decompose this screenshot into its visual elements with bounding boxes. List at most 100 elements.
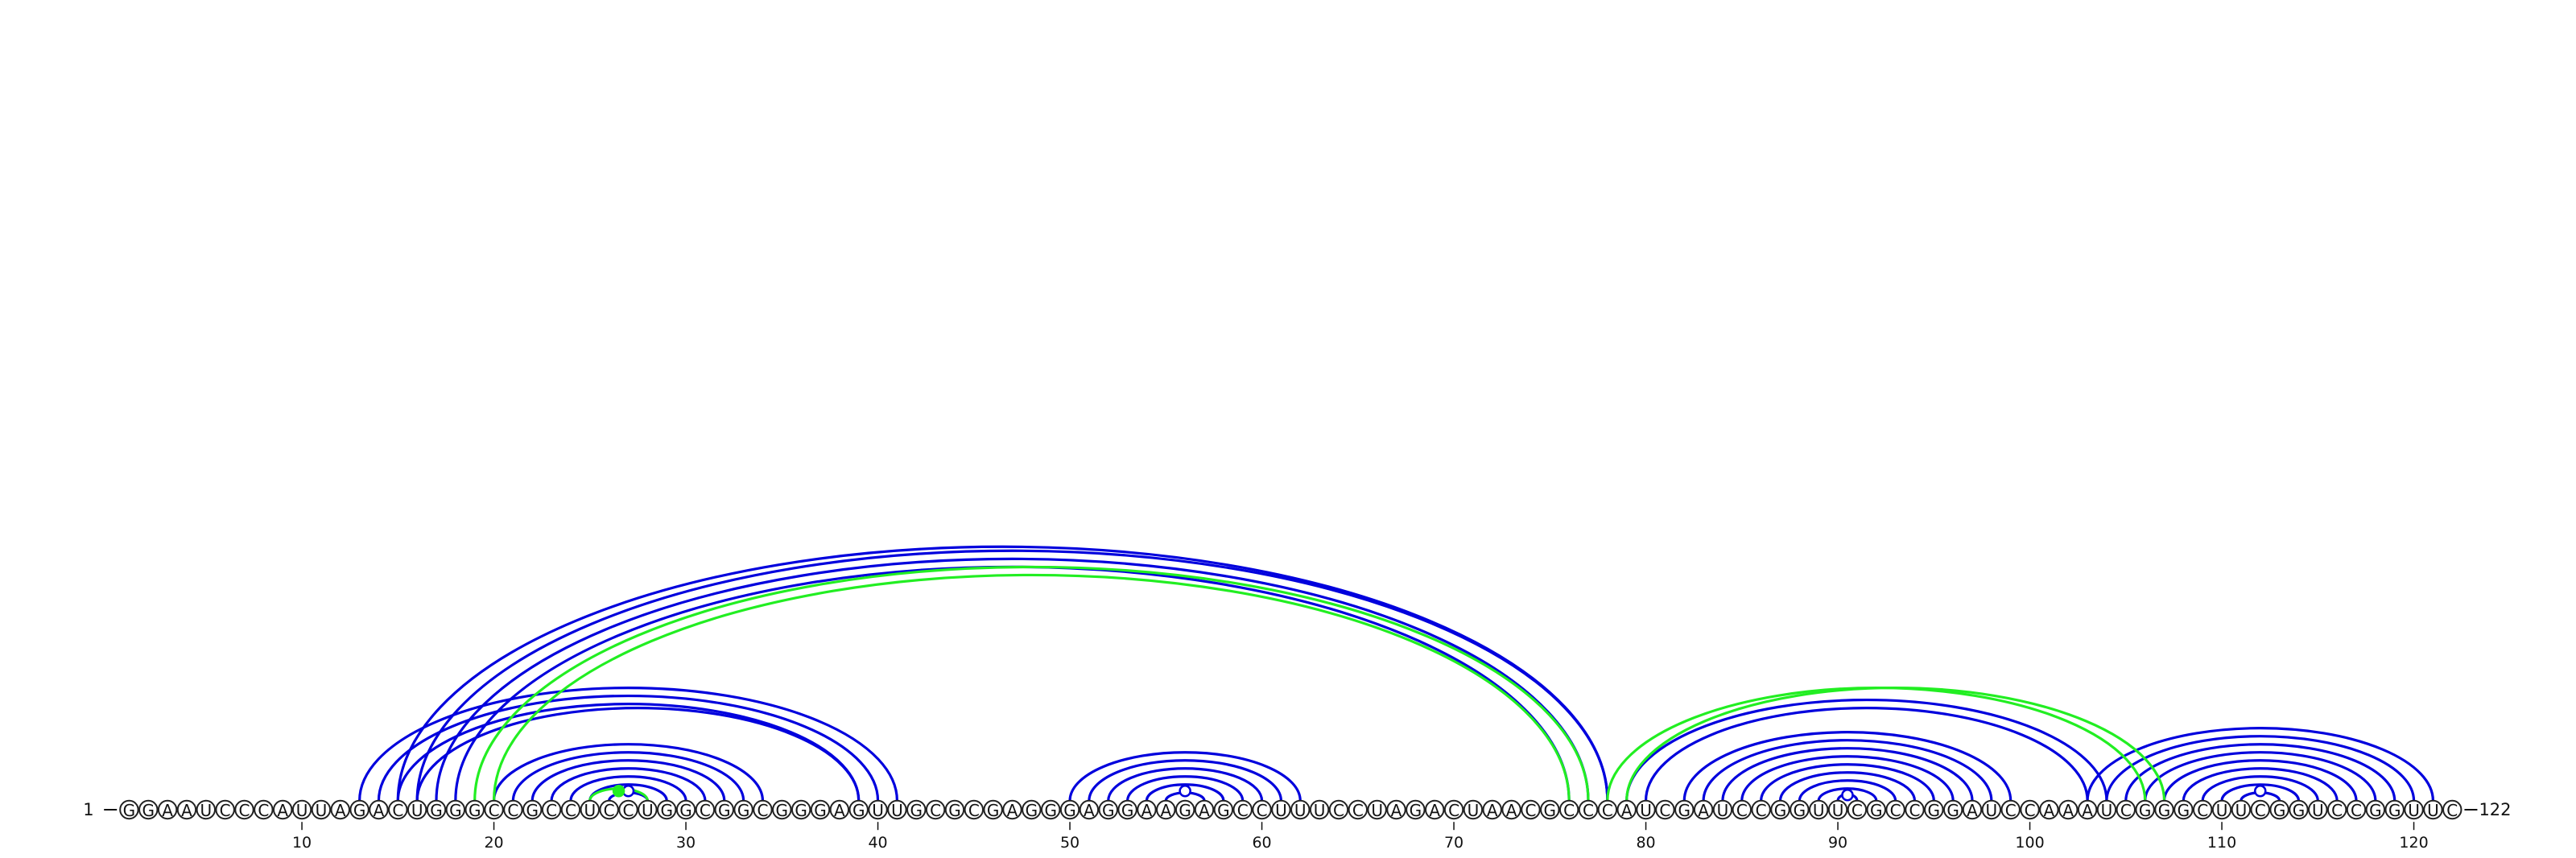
nucleotide-circle	[1905, 799, 1925, 820]
nucleotide-circle	[484, 799, 504, 820]
nucleotide-letter: G	[1410, 801, 1422, 820]
nucleotide-circle	[1521, 799, 1541, 820]
nucleotide-circle	[2289, 799, 2309, 820]
nucleotide-74: C	[1521, 799, 1541, 820]
nucleotide-letter: C	[489, 801, 500, 820]
nucleotide-letter: G	[1044, 801, 1057, 820]
nucleotide-57: A	[1194, 799, 1215, 820]
nucleotide-circle	[1232, 799, 1253, 820]
blue-pair-arc-84-97	[1721, 747, 1974, 801]
nucleotide-circle	[2423, 799, 2443, 820]
nucleotide-letter: G	[123, 801, 136, 820]
nucleotide-64: C	[1328, 799, 1349, 820]
nucleotide-circle	[1866, 799, 1886, 820]
nucleotide-circle	[1674, 799, 1695, 820]
nucleotide-118: G	[2365, 799, 2386, 820]
nucleotide-53: G	[1117, 799, 1137, 820]
nucleotide-1: G	[119, 799, 139, 820]
nucleotide-66: U	[1367, 799, 1387, 820]
nucleotide-58: G	[1213, 799, 1234, 820]
nucleotide-letter: U	[1717, 801, 1729, 820]
nucleotide-letter: G	[353, 801, 366, 820]
nucleotide-circle	[2269, 799, 2289, 820]
nucleotide-68: G	[1406, 799, 1426, 820]
nucleotide-16: U	[407, 799, 427, 820]
nucleotide-letter: U	[1986, 801, 1998, 820]
nucleotide-letter: G	[1102, 801, 1115, 820]
backbone: 1 122	[83, 800, 2511, 819]
nucleotide-letter: G	[2273, 801, 2286, 820]
nucleotide-letter: C	[258, 801, 269, 820]
blue-pair-arc-104-120	[2105, 735, 2416, 801]
nucleotide-letter: G	[679, 801, 692, 820]
nucleotide-letter: G	[795, 801, 807, 820]
nucleotide-44: G	[944, 799, 965, 820]
nucleotide-letter: C	[1352, 801, 1364, 820]
nucleotide-circle	[503, 799, 523, 820]
nucleotide-circle	[1079, 799, 1100, 820]
nucleotide-circle	[2116, 799, 2136, 820]
nucleotide-65: C	[1348, 799, 1368, 820]
nucleotide-letter: C	[604, 801, 615, 820]
nucleotide-2: G	[138, 799, 159, 820]
nucleotide-letter: A	[834, 801, 845, 820]
nucleotide-85: C	[1732, 799, 1752, 820]
nucleotide-circle	[829, 799, 850, 820]
nucleotide-34: C	[753, 799, 773, 820]
nucleotide-56: G	[1174, 799, 1195, 820]
nucleotide-letter: C	[623, 801, 634, 820]
nucleotide-letter: U	[296, 801, 308, 820]
nucleotide-letter: C	[2005, 801, 2017, 820]
nucleotide-circle	[1425, 799, 1445, 820]
nucleotide-circle	[215, 799, 235, 820]
blue-pair-arc-15-78	[396, 545, 1609, 801]
nucleotide-33: G	[733, 799, 753, 820]
tick-label-40: 40	[868, 834, 887, 852]
nucleotide-116: C	[2326, 799, 2347, 820]
nucleotide-letter: G	[2369, 801, 2382, 820]
blue-pair-arc-88-93	[1798, 779, 1897, 801]
nucleotide-121: U	[2423, 799, 2443, 820]
nucleotide-letter: C	[2197, 801, 2208, 820]
nucleotide-43: C	[925, 799, 946, 820]
nucleotide-circle	[273, 799, 293, 820]
blue-pair-arc-105-119	[2124, 743, 2396, 801]
position-ticks: 10 20 30 40 50 60 70 80 90 100 110 120	[292, 822, 2429, 852]
nucleotide-76: C	[1558, 799, 1579, 820]
nucleotide-4: A	[176, 799, 197, 820]
nucleotide-circle	[944, 799, 965, 820]
nucleotide-letter: A	[335, 801, 346, 820]
blue-pair-arc-52-60	[1107, 767, 1264, 801]
nucleotide-letter: G	[430, 801, 443, 820]
nucleotide-circle	[1540, 799, 1560, 820]
nucleotide-89: U	[1809, 799, 1829, 820]
nucleotide-circle	[1981, 799, 2002, 820]
nucleotide-17: G	[426, 799, 447, 820]
nucleotide-letter: U	[642, 801, 654, 820]
blue-pair-arc-87-94	[1778, 771, 1917, 801]
nucleotide-circle	[1002, 799, 1022, 820]
nucleotide-21: C	[503, 799, 523, 820]
nucleotide-circle	[388, 799, 408, 820]
blue-pair-arc-17-77	[435, 557, 1590, 801]
blue-pair-arc-89-92	[1817, 787, 1878, 802]
nucleotide-104: U	[2096, 799, 2117, 820]
nucleotide-39: G	[848, 799, 869, 820]
nucleotide-letter: A	[1160, 801, 1171, 820]
nucleotide-37: G	[810, 799, 831, 820]
nucleotide-letter: G	[718, 801, 731, 820]
nucleotide-circle	[1271, 799, 1291, 820]
nucleotide-81: C	[1655, 799, 1675, 820]
nucleotide-circle	[2193, 799, 2213, 820]
nucleotide-72: A	[1482, 799, 1502, 820]
nucleotide-98: U	[1981, 799, 2002, 820]
nucleotide-letter: A	[1698, 801, 1709, 820]
nucleotide-circle	[464, 799, 485, 820]
nucleotide-letter: C	[1583, 801, 1594, 820]
nucleotide-circle	[925, 799, 946, 820]
nucleotide-circle	[1041, 799, 1061, 820]
blue-pair-arc-53-59	[1126, 775, 1245, 801]
nucleotide-letter: C	[2446, 801, 2458, 820]
nucleotide-circle	[369, 799, 389, 820]
